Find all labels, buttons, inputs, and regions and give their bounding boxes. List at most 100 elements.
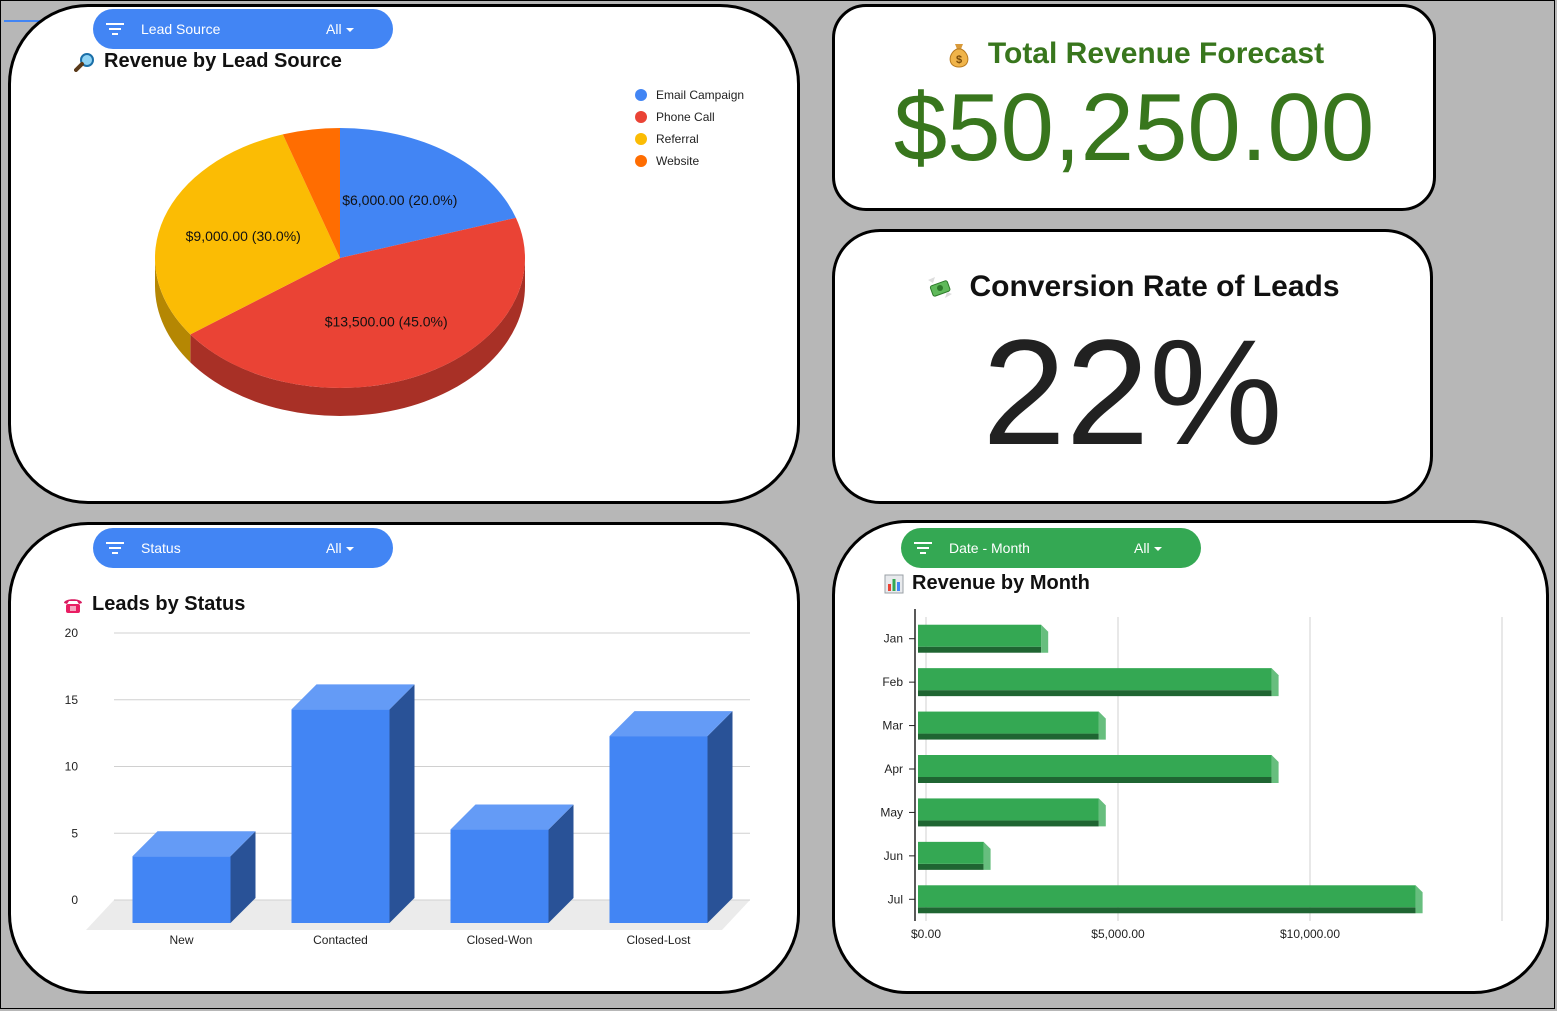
bar-end xyxy=(1098,798,1106,827)
y-tick-label: Apr xyxy=(884,762,903,776)
legend-swatch xyxy=(635,89,647,101)
lead-source-filter[interactable]: Lead Source All xyxy=(93,9,393,49)
bar-closed-lost xyxy=(609,736,708,923)
bar-end xyxy=(1271,755,1279,783)
legend-item: Website xyxy=(635,150,744,172)
pie-data-label: $9,000.00 (30.0%) xyxy=(186,228,301,244)
bar-may xyxy=(918,798,1099,821)
bar-bottom xyxy=(918,690,1272,697)
filter-value[interactable]: All xyxy=(1134,540,1162,556)
bar-end xyxy=(1098,711,1106,740)
chevron-down-icon xyxy=(345,28,354,33)
filter-icon xyxy=(106,542,124,554)
filter-value[interactable]: All xyxy=(326,540,354,556)
y-tick-label: 5 xyxy=(71,826,78,840)
chart-floor xyxy=(86,900,750,930)
filter-value[interactable]: All xyxy=(326,21,354,37)
bar-side xyxy=(548,804,574,923)
bar-jan xyxy=(918,624,1042,647)
legend-label: Website xyxy=(656,154,700,168)
bar-end xyxy=(983,841,991,870)
money-wings-icon xyxy=(928,277,953,299)
legend-label: Referral xyxy=(656,132,699,146)
pie-legend: Email Campaign Phone Call Referral Website xyxy=(635,84,744,172)
status-chart-title: Leads by Status xyxy=(62,593,245,616)
y-tick-label: May xyxy=(880,805,903,819)
bar-bottom xyxy=(918,820,1099,827)
revenue-value: $50,250.00 xyxy=(893,74,1375,181)
bar-closed-won xyxy=(450,829,549,923)
bar-jul xyxy=(918,885,1416,908)
money-bag-icon: $ xyxy=(949,44,969,68)
bar-bottom xyxy=(918,777,1272,783)
chevron-down-icon xyxy=(345,547,354,552)
y-tick-label: Jul xyxy=(888,892,903,906)
filter-icon xyxy=(914,542,932,554)
bar-side xyxy=(707,711,733,923)
legend-label: Phone Call xyxy=(656,110,715,124)
legend-swatch xyxy=(635,155,647,167)
bar-bottom xyxy=(918,907,1416,914)
y-tick-label: 0 xyxy=(71,893,78,907)
bar-bottom xyxy=(918,646,1042,653)
x-tick-label: $10,000.00 xyxy=(1280,927,1340,941)
legend-label: Email Campaign xyxy=(656,88,745,102)
pie-slice-side-1 xyxy=(190,258,525,417)
legend-item: Phone Call xyxy=(635,106,744,128)
bar-top xyxy=(450,804,574,830)
bar-top xyxy=(291,684,415,710)
x-tick-label: $5,000.00 xyxy=(1091,927,1145,941)
magnifier-icon xyxy=(74,52,94,72)
status-filter[interactable]: Status All xyxy=(93,528,393,568)
pie-data-label: $13,500.00 (45.0%) xyxy=(325,314,448,330)
pie-slice-referral xyxy=(155,134,340,335)
bar-bottom xyxy=(918,863,984,870)
y-tick-label: Feb xyxy=(882,675,903,689)
bar-bottom xyxy=(918,733,1099,740)
bar-apr xyxy=(918,755,1272,777)
bar-side xyxy=(230,831,256,923)
x-tick-label: Closed-Won xyxy=(467,933,533,947)
pie-slice-phone-call xyxy=(190,217,525,388)
y-tick-label: Mar xyxy=(882,719,903,733)
y-tick-label: Jan xyxy=(884,632,903,646)
filter-icon xyxy=(106,23,124,35)
y-tick-label: 10 xyxy=(65,760,79,774)
y-tick-label: 15 xyxy=(65,693,79,707)
legend-item: Referral xyxy=(635,128,744,150)
x-tick-label: New xyxy=(169,933,193,947)
pie-slice-email-campaign xyxy=(340,128,516,258)
status-bar-chart: 0 5 10 15 20 New Contacted Closed-Won Closed-Los… xyxy=(65,626,750,947)
conversion-rate-panel: Conversion Rate of Leads 22% xyxy=(832,229,1433,504)
filter-label: Lead Source xyxy=(141,21,221,37)
date-month-filter[interactable]: Date - Month All xyxy=(901,528,1201,568)
legend-swatch xyxy=(635,133,647,145)
month-chart-title: Revenue by Month xyxy=(884,572,1090,595)
filter-label: Date - Month xyxy=(949,540,1030,556)
bar-top xyxy=(132,831,256,857)
pie-chart-title: Revenue by Lead Source xyxy=(74,50,342,73)
bar-chart-icon xyxy=(884,574,904,594)
x-tick-label: Closed-Lost xyxy=(626,933,691,947)
pie-data-label: $6,000.00 (20.0%) xyxy=(342,192,457,208)
legend-swatch xyxy=(635,111,647,123)
chevron-down-icon xyxy=(1153,547,1162,552)
month-bar-chart: $0.00 $5,000.00 $10,000.00 Jan Feb Mar Apr May J… xyxy=(880,609,1503,941)
bar-new xyxy=(132,856,231,923)
bar-side xyxy=(389,684,415,923)
y-tick-label: Jun xyxy=(884,849,903,863)
conversion-value: 22% xyxy=(982,308,1283,476)
bar-end xyxy=(1041,624,1049,653)
bar-contacted xyxy=(291,709,390,923)
total-revenue-panel: $ Total Revenue Forecast $50,250.00 xyxy=(832,4,1436,211)
x-tick-label: $0.00 xyxy=(911,927,941,941)
legend-item: Email Campaign xyxy=(635,84,744,106)
bar-feb xyxy=(918,668,1272,691)
bar-end xyxy=(1415,885,1423,914)
bar-mar xyxy=(918,711,1099,734)
pie-slice-website xyxy=(282,128,340,258)
filter-label: Status xyxy=(141,540,181,556)
y-tick-label: 20 xyxy=(65,626,79,640)
x-tick-label: Contacted xyxy=(313,933,368,947)
pie-slice-side-2 xyxy=(155,258,191,363)
